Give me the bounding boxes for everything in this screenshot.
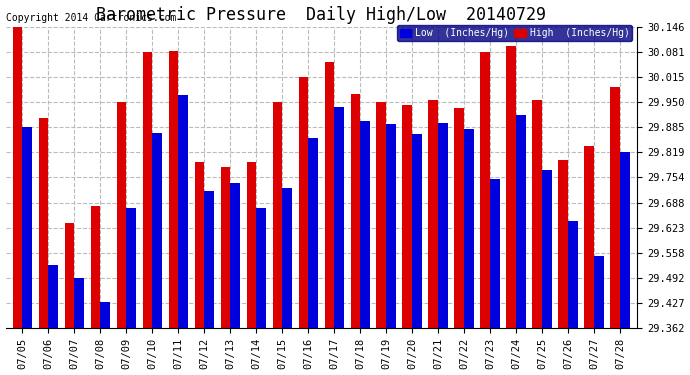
Bar	[611, 87, 620, 328]
Bar	[533, 100, 542, 328]
Bar	[620, 153, 630, 328]
Bar	[101, 302, 110, 328]
Bar	[569, 221, 578, 328]
Bar	[230, 183, 240, 328]
Bar	[204, 191, 215, 328]
Bar	[12, 27, 23, 328]
Bar	[179, 95, 188, 328]
Bar	[594, 256, 604, 328]
Bar	[351, 94, 360, 328]
Bar	[506, 46, 516, 328]
Bar	[455, 108, 464, 328]
Bar	[273, 102, 282, 328]
Bar	[335, 107, 344, 328]
Bar	[126, 207, 137, 328]
Bar	[117, 102, 126, 328]
Bar	[428, 100, 438, 328]
Bar	[246, 162, 257, 328]
Bar	[324, 62, 335, 328]
Bar	[308, 138, 318, 328]
Bar	[480, 51, 491, 328]
Bar	[152, 133, 162, 328]
Bar	[542, 170, 552, 328]
Bar	[65, 224, 75, 328]
Bar	[402, 105, 413, 328]
Bar	[90, 206, 101, 328]
Legend: Low  (Inches/Hg), High  (Inches/Hg): Low (Inches/Hg), High (Inches/Hg)	[397, 26, 632, 41]
Bar	[143, 51, 152, 328]
Bar	[221, 168, 230, 328]
Text: Copyright 2014 Cartronics.com: Copyright 2014 Cartronics.com	[6, 13, 176, 24]
Bar	[386, 124, 396, 328]
Bar	[257, 207, 266, 328]
Bar	[584, 146, 594, 328]
Bar	[438, 123, 449, 328]
Bar	[491, 179, 500, 328]
Bar	[23, 128, 32, 328]
Bar	[39, 118, 48, 328]
Bar	[282, 188, 293, 328]
Bar	[48, 265, 59, 328]
Title: Barometric Pressure  Daily High/Low  20140729: Barometric Pressure Daily High/Low 20140…	[97, 6, 546, 24]
Bar	[360, 121, 371, 328]
Bar	[75, 278, 84, 328]
Bar	[195, 162, 204, 328]
Bar	[168, 51, 179, 328]
Bar	[516, 115, 526, 328]
Bar	[413, 134, 422, 328]
Bar	[558, 160, 569, 328]
Bar	[299, 77, 308, 328]
Bar	[464, 129, 474, 328]
Bar	[377, 102, 386, 328]
